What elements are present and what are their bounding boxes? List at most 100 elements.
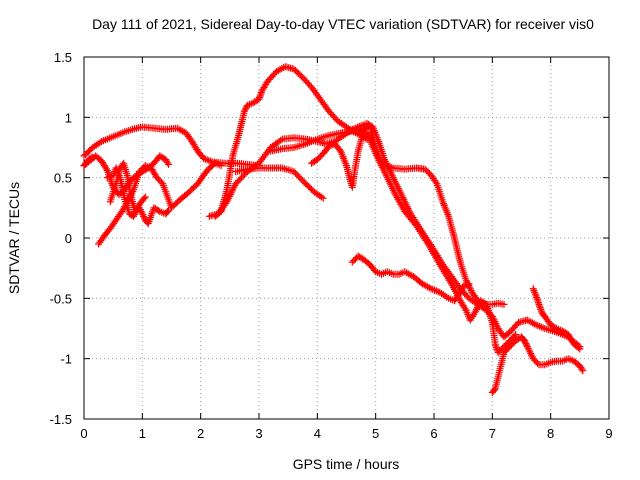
data-point [534,359,541,367]
data-point [490,386,498,394]
chart-title: Day 111 of 2021, Sidereal Day-to-day VTE… [92,16,594,32]
data-point [472,307,480,315]
x-tick-label: 6 [430,426,437,441]
x-tick-label: 3 [255,426,262,441]
data-point [131,209,139,217]
data-point [203,156,211,164]
y-tick-label: 1 [65,110,72,125]
y-tick-label: -1 [60,352,72,367]
x-axis-title: GPS time / hours [293,456,400,472]
data-point [534,297,542,305]
data-point [532,321,540,329]
y-tick-label: -1.5 [50,412,72,427]
data-markers [80,63,587,396]
data-point [236,175,244,183]
data-point [527,350,535,357]
data-point [132,207,140,215]
data-point [465,280,473,288]
data-point [512,331,520,338]
data-point [522,340,530,348]
series-track-3 [95,159,225,248]
data-point [521,338,529,346]
data-point [164,208,172,215]
data-point [141,193,149,201]
x-tick-label: 7 [489,426,496,441]
data-point [380,167,388,175]
data-point [539,324,547,332]
tick-labels: 0 1 2 3 4 5 6 7 8 9 -1.5 -1 -0.5 0 0.5 1 1.5 [50,50,613,441]
data-point [382,170,390,178]
data-point [579,367,587,375]
data-point [242,104,250,112]
data-point [523,341,531,349]
series-track-11 [348,252,473,305]
series-track-14 [80,153,97,170]
data-point [102,165,110,173]
data-point [200,154,208,162]
data-point [277,136,285,144]
data-point [523,343,531,351]
data-point [506,328,514,336]
data-point [165,160,173,168]
data-point [164,159,172,167]
y-tick-label: -0.5 [50,291,72,306]
data-point [140,213,148,220]
data-point [510,332,518,340]
data-point [506,337,514,345]
data-point [578,365,586,373]
data-point [89,153,97,161]
y-tick-label: 0.5 [54,171,72,186]
data-point [471,309,479,317]
data-point [156,177,164,185]
grid-lines [84,57,609,419]
data-point [456,288,464,296]
data-point [133,205,141,213]
data-point [138,165,146,173]
series-track-9 [308,122,508,308]
y-axis-title: SDTVAR / TECUs [6,182,22,294]
data-point [130,212,138,220]
data-point [421,165,429,173]
series-track-5 [103,164,149,220]
data-point [240,107,248,115]
x-tick-label: 0 [80,426,87,441]
data-point [431,286,439,294]
data-point [432,178,440,186]
data-point [96,139,104,147]
data-point [520,337,528,345]
plot-frame [83,56,610,420]
data-point [381,169,389,176]
data-point [506,343,514,351]
data-point [478,300,486,307]
data-point [524,344,532,352]
data-point [241,106,249,114]
data-point [140,194,148,202]
series-track-12 [488,333,587,396]
data-point [296,174,304,182]
data-point [458,285,466,293]
y-tick-label: 1.5 [54,50,72,65]
data-point [217,162,225,170]
data-point [500,300,508,308]
data-point [473,304,481,312]
data-point [331,114,339,122]
series-track-13 [529,285,584,353]
data-point [526,348,534,356]
data-point [536,322,544,330]
data-point [551,324,559,332]
x-tick-label: 9 [605,426,612,441]
data-point [466,285,474,293]
data-point [138,209,146,217]
data-point [536,302,544,310]
data-point [532,292,540,300]
x-tick-label: 4 [314,426,321,441]
x-tick-label: 8 [547,426,554,441]
x-tick-label: 1 [139,426,146,441]
data-point [457,287,465,295]
data-point [576,345,584,353]
data-point [319,194,327,202]
series-track-10 [232,164,327,202]
data-point [165,206,173,214]
data-point [574,344,582,352]
